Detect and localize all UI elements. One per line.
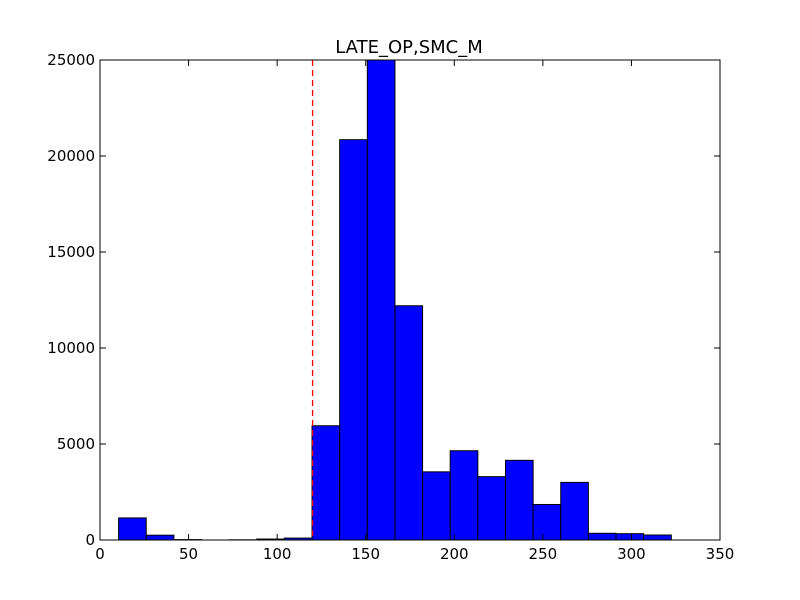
x-tick-label: 0 (95, 545, 105, 563)
histogram-bar (339, 139, 368, 541)
chart-title: LATE_OP,SMC_M (335, 37, 483, 58)
histogram-bar (311, 425, 341, 541)
histogram-bar (615, 533, 645, 541)
y-tick-label: 5000 (57, 435, 95, 453)
histogram-bar (366, 59, 396, 541)
histogram-bar (477, 476, 506, 541)
histogram-bar (532, 503, 562, 541)
y-tick-label: 20000 (47, 147, 95, 165)
x-tick-label: 100 (263, 545, 292, 563)
histogram-bar (145, 534, 175, 541)
y-tick-label: 25000 (47, 51, 95, 69)
histogram-bar (394, 305, 424, 541)
y-tick-label: 15000 (47, 243, 95, 261)
x-tick-label: 150 (351, 545, 380, 563)
histogram-bar (587, 532, 617, 541)
x-tick-label: 200 (440, 545, 469, 563)
histogram-bar (118, 517, 147, 541)
y-tick-label: 0 (85, 531, 95, 549)
histogram-bar (449, 450, 479, 541)
histogram-bar (504, 459, 534, 541)
x-axis-ticks: 0 50 100 150 200 250 300 350 (95, 60, 734, 563)
axes-frame (99, 59, 721, 541)
x-tick-label: 350 (706, 545, 735, 563)
x-tick-label: 50 (179, 545, 198, 563)
bars-group (118, 59, 672, 541)
x-tick-label: 250 (529, 545, 558, 563)
histogram-bar (643, 534, 672, 541)
histogram-bar (422, 471, 451, 541)
histogram-bar (560, 481, 589, 541)
y-tick-label: 10000 (47, 339, 95, 357)
y-axis-ticks: 0 5000 10000 15000 20000 25000 (47, 51, 720, 549)
x-tick-label: 300 (617, 545, 646, 563)
